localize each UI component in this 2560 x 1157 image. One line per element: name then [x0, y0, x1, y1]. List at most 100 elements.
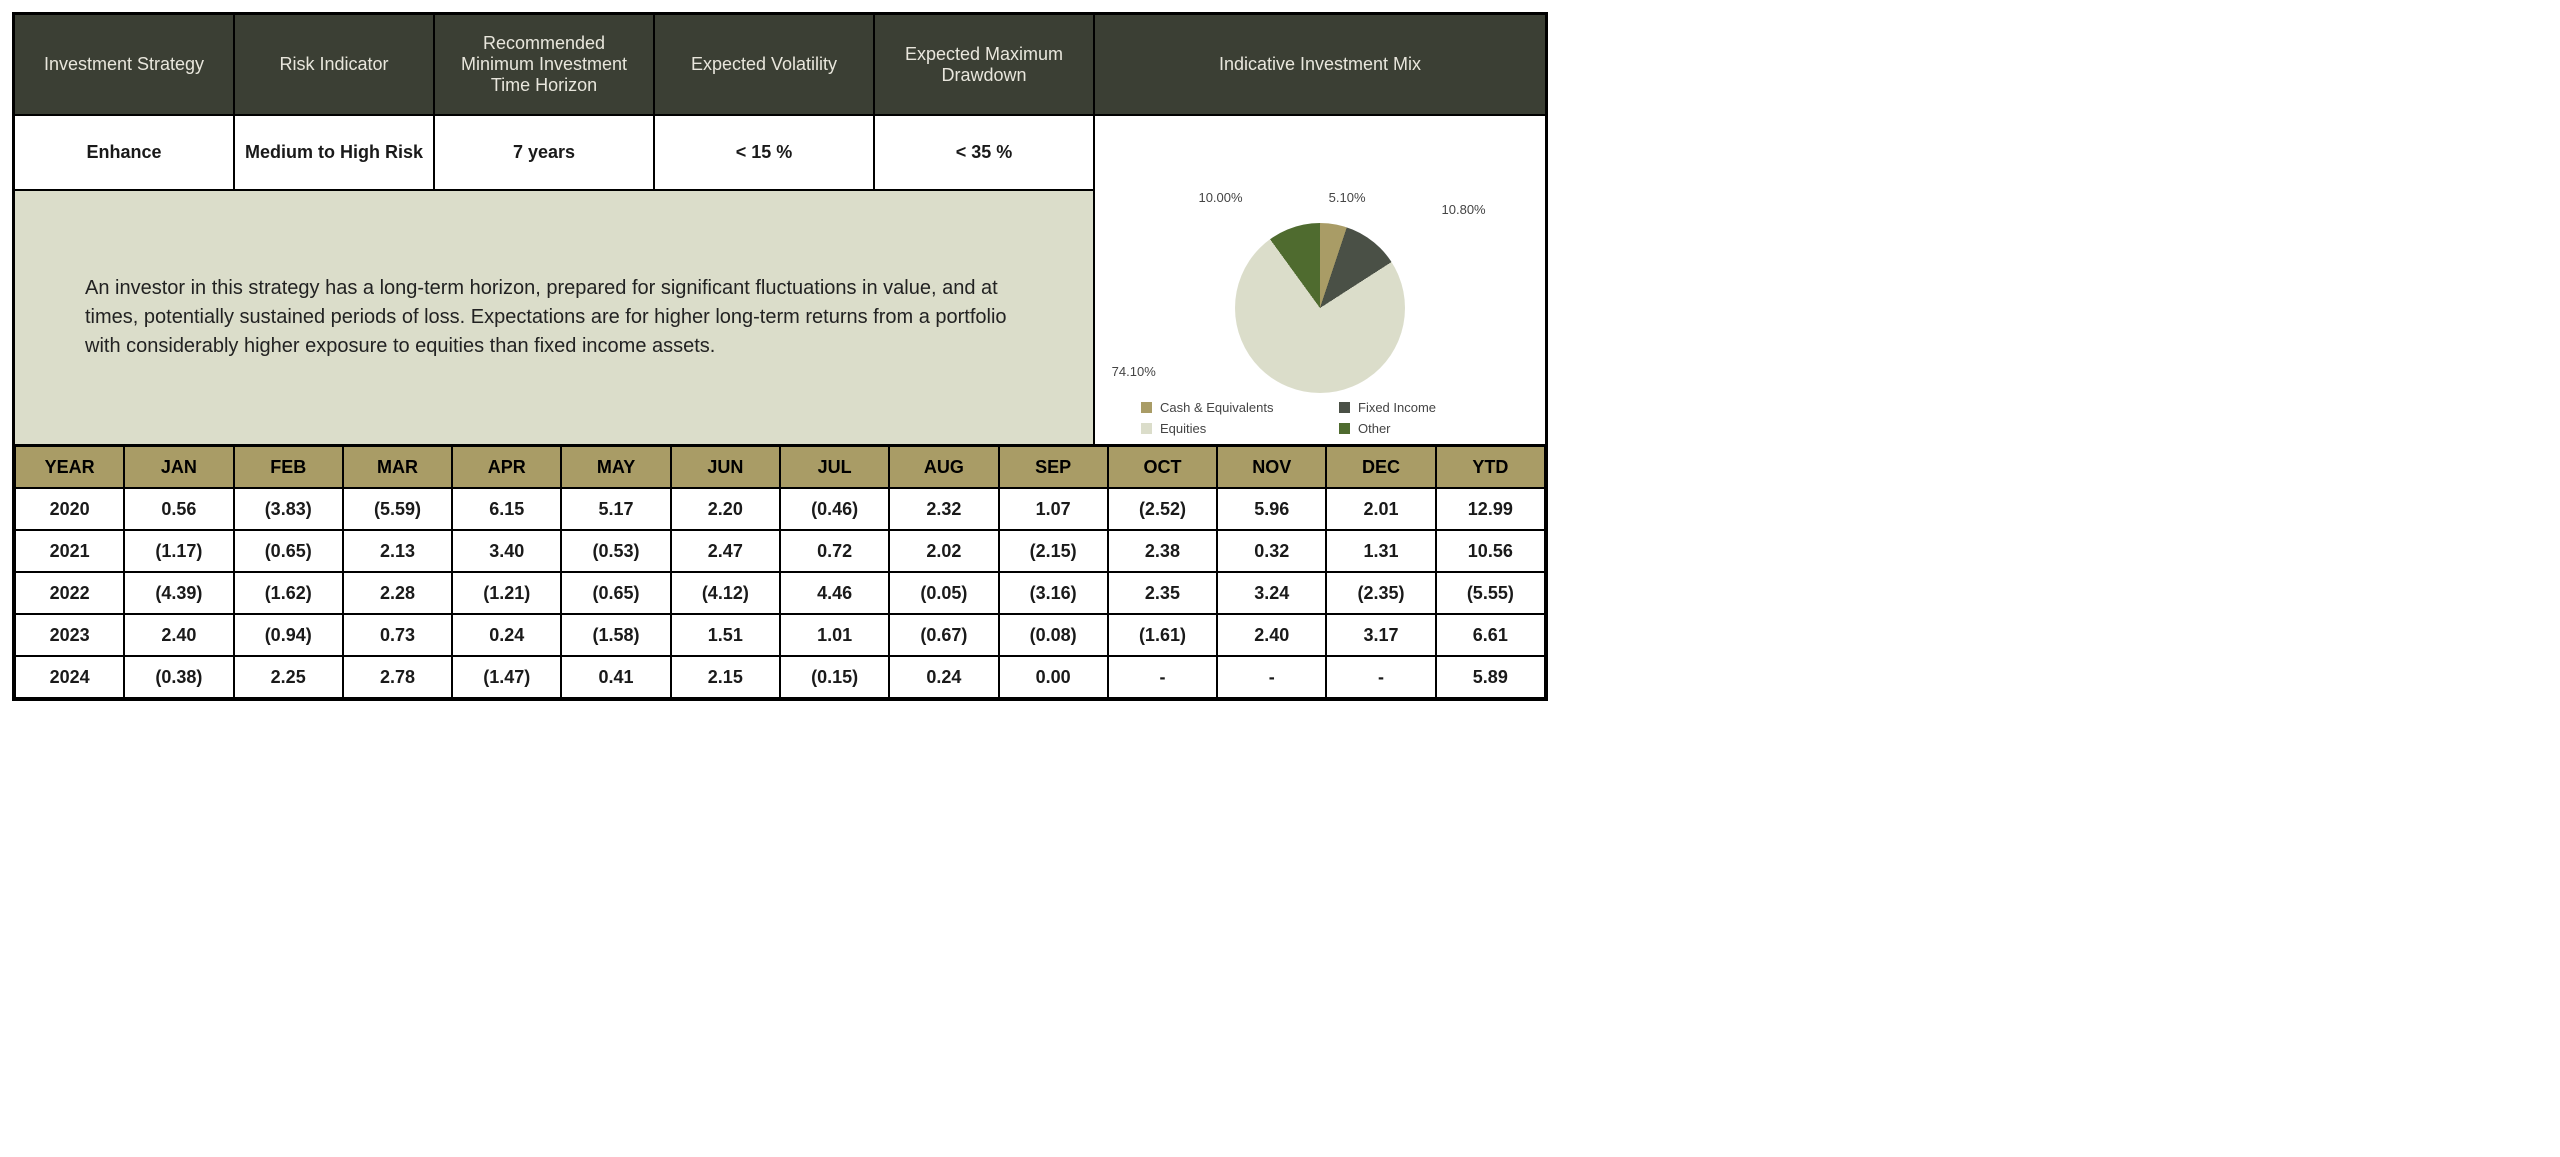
perf-value-cell: 6.61	[1436, 614, 1545, 656]
perf-col-header: FEB	[234, 446, 343, 488]
perf-value-cell: 12.99	[1436, 488, 1545, 530]
perf-value-cell: 2.02	[889, 530, 998, 572]
perf-col-header: MAY	[561, 446, 670, 488]
val-risk: Medium to High Risk	[234, 115, 434, 190]
val-drawdown: < 35 %	[874, 115, 1094, 190]
perf-col-header: OCT	[1108, 446, 1217, 488]
val-volatility: < 15 %	[654, 115, 874, 190]
pie-label-equity: 74.10%	[1112, 364, 1156, 379]
perf-value-cell: 2.15	[671, 656, 780, 698]
perf-value-cell: (2.52)	[1108, 488, 1217, 530]
perf-value-cell: (2.35)	[1326, 572, 1435, 614]
legend-label: Fixed Income	[1358, 400, 1436, 415]
perf-value-cell: (0.65)	[561, 572, 670, 614]
perf-year-cell: 2024	[15, 656, 124, 698]
perf-value-cell: (1.58)	[561, 614, 670, 656]
perf-value-cell: (1.62)	[234, 572, 343, 614]
perf-year-cell: 2020	[15, 488, 124, 530]
perf-col-header: APR	[452, 446, 561, 488]
perf-col-header: SEP	[999, 446, 1108, 488]
perf-value-cell: (3.16)	[999, 572, 1108, 614]
perf-value-cell: 3.40	[452, 530, 561, 572]
legend-swatch	[1141, 423, 1152, 434]
perf-value-cell: 5.17	[561, 488, 670, 530]
hdr-strategy: Investment Strategy	[14, 14, 234, 115]
perf-value-cell: (0.67)	[889, 614, 998, 656]
pie-label-other: 10.00%	[1198, 190, 1242, 205]
description-row: An investor in this strategy has a long-…	[14, 190, 1546, 445]
performance-header-row: YEARJANFEBMARAPRMAYJUNJULAUGSEPOCTNOVDEC…	[15, 446, 1545, 488]
perf-value-cell: -	[1217, 656, 1326, 698]
val-horizon: 7 years	[434, 115, 654, 190]
perf-value-cell: 2.47	[671, 530, 780, 572]
perf-value-cell: 0.00	[999, 656, 1108, 698]
perf-value-cell: 2.32	[889, 488, 998, 530]
perf-value-cell: 10.56	[1436, 530, 1545, 572]
perf-value-cell: 3.24	[1217, 572, 1326, 614]
legend-item: Equities	[1141, 421, 1321, 436]
perf-value-cell: 2.40	[124, 614, 233, 656]
summary-value-row: Enhance Medium to High Risk 7 years < 15…	[14, 115, 1546, 190]
perf-value-cell: 2.25	[234, 656, 343, 698]
mix-cell: 5.10% 10.80% 74.10% 10.00% Cash & Equiva…	[1094, 190, 1546, 445]
hdr-mix: Indicative Investment Mix	[1094, 14, 1546, 115]
legend-label: Cash & Equivalents	[1160, 400, 1273, 415]
perf-col-header: JUL	[780, 446, 889, 488]
legend-item: Other	[1339, 421, 1519, 436]
perf-value-cell: 6.15	[452, 488, 561, 530]
perf-value-cell: (0.46)	[780, 488, 889, 530]
hdr-horizon: Recommended Minimum Investment Time Hori…	[434, 14, 654, 115]
perf-value-cell: (1.61)	[1108, 614, 1217, 656]
strategy-description-text: An investor in this strategy has a long-…	[85, 274, 1033, 361]
perf-value-cell: (4.12)	[671, 572, 780, 614]
factsheet: Investment Strategy Risk Indicator Recom…	[12, 12, 1548, 701]
perf-value-cell: 5.96	[1217, 488, 1326, 530]
perf-value-cell: 2.13	[343, 530, 452, 572]
strategy-description: An investor in this strategy has a long-…	[14, 190, 1094, 445]
table-row: 2021(1.17)(0.65)2.133.40(0.53)2.470.722.…	[15, 530, 1545, 572]
legend-item: Fixed Income	[1339, 400, 1519, 415]
perf-value-cell: -	[1108, 656, 1217, 698]
perf-col-header: JAN	[124, 446, 233, 488]
val-strategy: Enhance	[14, 115, 234, 190]
perf-value-cell: 2.78	[343, 656, 452, 698]
perf-value-cell: 0.32	[1217, 530, 1326, 572]
perf-value-cell: 2.01	[1326, 488, 1435, 530]
table-row: 20232.40(0.94)0.730.24(1.58)1.511.01(0.6…	[15, 614, 1545, 656]
perf-value-cell: 2.35	[1108, 572, 1217, 614]
perf-value-cell: (0.53)	[561, 530, 670, 572]
perf-value-cell: (1.21)	[452, 572, 561, 614]
perf-value-cell: 2.20	[671, 488, 780, 530]
perf-value-cell: (0.94)	[234, 614, 343, 656]
perf-year-cell: 2021	[15, 530, 124, 572]
performance-table-head: YEARJANFEBMARAPRMAYJUNJULAUGSEPOCTNOVDEC…	[15, 446, 1545, 488]
summary-header-row: Investment Strategy Risk Indicator Recom…	[14, 14, 1546, 115]
perf-value-cell: 2.40	[1217, 614, 1326, 656]
perf-value-cell: -	[1326, 656, 1435, 698]
pie-disc	[1235, 223, 1405, 393]
hdr-volatility: Expected Volatility	[654, 14, 874, 115]
perf-value-cell: (1.17)	[124, 530, 233, 572]
perf-value-cell: (2.15)	[999, 530, 1108, 572]
perf-value-cell: 1.07	[999, 488, 1108, 530]
performance-table: YEARJANFEBMARAPRMAYJUNJULAUGSEPOCTNOVDEC…	[14, 445, 1546, 699]
legend-label: Equities	[1160, 421, 1206, 436]
perf-value-cell: 2.28	[343, 572, 452, 614]
table-row: 20200.56(3.83)(5.59)6.155.172.20(0.46)2.…	[15, 488, 1545, 530]
perf-value-cell: 4.46	[780, 572, 889, 614]
pie-label-cash: 5.10%	[1329, 190, 1366, 205]
hdr-risk: Risk Indicator	[234, 14, 434, 115]
pie-legend: Cash & Equivalents Fixed Income Equities Ot…	[1103, 396, 1537, 436]
perf-value-cell: 1.51	[671, 614, 780, 656]
perf-value-cell: 0.73	[343, 614, 452, 656]
legend-label: Other	[1358, 421, 1391, 436]
table-row: 2024(0.38)2.252.78(1.47)0.412.15(0.15)0.…	[15, 656, 1545, 698]
perf-col-header: JUN	[671, 446, 780, 488]
perf-value-cell: (0.05)	[889, 572, 998, 614]
hdr-drawdown: Expected Maximum Drawdown	[874, 14, 1094, 115]
perf-value-cell: 3.17	[1326, 614, 1435, 656]
perf-year-cell: 2022	[15, 572, 124, 614]
perf-col-header: AUG	[889, 446, 998, 488]
legend-item: Cash & Equivalents	[1141, 400, 1321, 415]
perf-value-cell: (5.55)	[1436, 572, 1545, 614]
